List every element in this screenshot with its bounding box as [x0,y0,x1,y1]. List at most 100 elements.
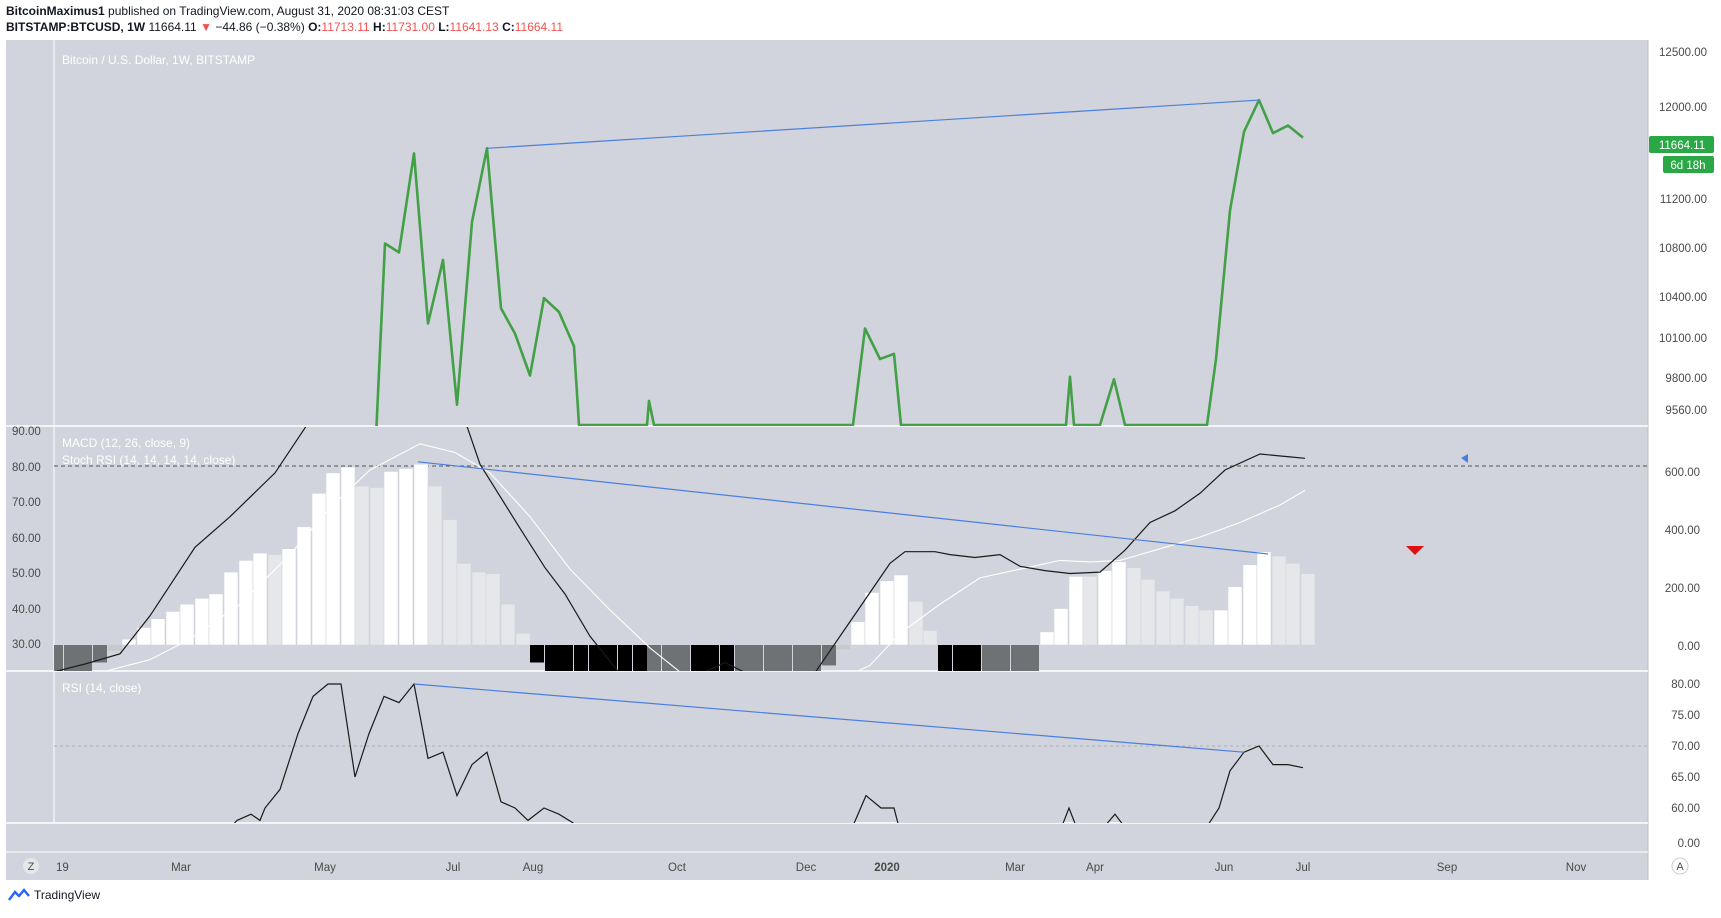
time-label: Mar [171,862,191,874]
macd-histogram-bar [1025,645,1039,671]
macd-histogram-bar [179,603,195,646]
countdown-badge-text: 6d 18h [1670,160,1705,172]
countdown-badge-bg [1663,156,1714,173]
time-label: Apr [1086,862,1104,874]
price-tick: 11200.00 [1660,194,1707,206]
macd-histogram-bar [78,645,92,671]
price-tick: 10800.00 [1659,243,1707,255]
macd-histogram-bar [296,526,312,646]
rsi-tick: 65.00 [1671,772,1700,784]
macd-histogram-bar [879,580,895,646]
macd-histogram-bar [850,621,866,646]
auto-scale-button-bg[interactable] [1671,857,1689,875]
series-lines [55,98,1306,823]
stoch-tick: 50.00 [12,568,41,580]
price-pane-title: Bitcoin / U.S. Dollar, 1W, BITSTAMP [62,53,255,67]
time-label: May [314,862,336,874]
zoom-button[interactable]: Z [23,858,39,874]
price-trendline [486,99,1260,149]
macd-histogram-bar [150,618,166,646]
time-label: Nov [1566,862,1587,874]
macd-label: MACD (12, 26, close, 9) [62,436,190,450]
macd-histogram-bar [500,603,516,646]
macd-histogram-bar [281,548,297,646]
price-tick: 9800.00 [1665,373,1707,385]
macd-histogram-bar [1068,576,1084,646]
time-label: Oct [668,862,687,874]
macd-histogram-bar [676,645,690,671]
collapse-pane-arrow-icon[interactable] [1461,454,1468,463]
macd-histogram-bar [1285,563,1301,646]
high-value: 11731.00 [385,20,435,34]
close-value: 11664.11 [514,20,564,34]
rsi-axis[interactable]: 80.00 75.00 70.00 65.00 60.00 0.00 [1671,679,1700,850]
auto-scale-button[interactable]: A [1671,857,1689,875]
macd-histogram-bar [574,645,588,671]
low-label: L: [438,20,450,34]
macd-histogram-bar [194,598,210,646]
price-tick: 12000.00 [1659,102,1707,114]
macd-histogram-bar [252,552,268,646]
macd-histogram-bar [662,645,676,671]
auto-scale-button-label[interactable]: A [1676,861,1684,873]
macd-tick: 600.00 [1665,467,1700,479]
macd-histogram-bar [208,593,224,646]
close-label: C: [502,20,515,34]
stoch-tick: 60.00 [12,533,41,545]
macd-tick: 400.00 [1665,525,1700,537]
last-price: 11664.11 [148,20,197,34]
macd-histogram-bar [953,645,967,671]
stoch-tick: 40.00 [12,604,41,616]
macd-histogram-bar [471,571,487,646]
macd-histogram-bar [749,645,763,671]
macd-histogram-bar [589,645,603,671]
stoch-tick: 30.00 [12,639,41,651]
price-line [375,98,1304,426]
macd-histogram-bar [1082,576,1098,646]
down-arrow-icon: ▼ [200,20,212,34]
time-label: 2020 [874,862,900,874]
published-text: published on TradingView.com, August 31,… [108,4,450,18]
macd-histogram-bar [1053,608,1069,646]
macd-trendline [417,461,1269,555]
macd-histogram-bar [996,645,1010,671]
brand-name: TradingView [34,888,101,902]
time-label: Dec [796,862,817,874]
zoom-button-label[interactable]: Z [28,861,35,873]
macd-histogram-bar [545,645,559,671]
time-label: Sep [1437,862,1457,874]
macd-right-axis[interactable]: 600.00 400.00 200.00 0.00 [1665,467,1700,653]
macd-histogram-bar [485,573,501,646]
macd-histogram-bar [836,645,850,650]
macd-histogram-bar [864,592,880,646]
author-name[interactable]: BitcoinMaximus1 [6,4,105,18]
macd-histogram-bar [1039,631,1055,646]
high-label: H: [373,20,386,34]
last-price-badge-bg [1649,136,1714,153]
price-y-axis[interactable]: 12500.00 12000.00 11200.00 10800.00 1040… [1659,47,1707,417]
macd-histogram-bar [530,645,544,663]
publish-line: BitcoinMaximus1 published on TradingView… [6,4,449,18]
stoch-tick: 80.00 [12,462,41,474]
price-scale-background [1648,40,1721,880]
macd-histogram-bar [1256,551,1272,646]
macd-histogram-bar [967,645,981,671]
macd-histogram-bar [456,563,472,646]
macd-histogram-bar [807,645,821,671]
footer: TradingView [8,888,100,902]
chart-background [6,40,1648,880]
time-axis[interactable]: 19 Mar May Jul Aug Oct Dec 2020 Mar Apr … [56,862,1586,874]
zoom-button-bg[interactable] [23,858,39,874]
signal-line [104,443,1306,671]
time-label: 19 [56,862,69,874]
macd-line [55,427,1306,671]
macd-histogram-bar [64,645,78,671]
tradingview-logo-icon [8,888,30,901]
macd-histogram-bar [822,645,836,666]
macd-histogram-bar [1111,561,1127,646]
macd-histogram-bar [1140,579,1156,646]
macd-histogram-bar [559,645,573,671]
macd-histogram-bar [1198,609,1214,646]
price-tick: 10400.00 [1659,292,1707,304]
